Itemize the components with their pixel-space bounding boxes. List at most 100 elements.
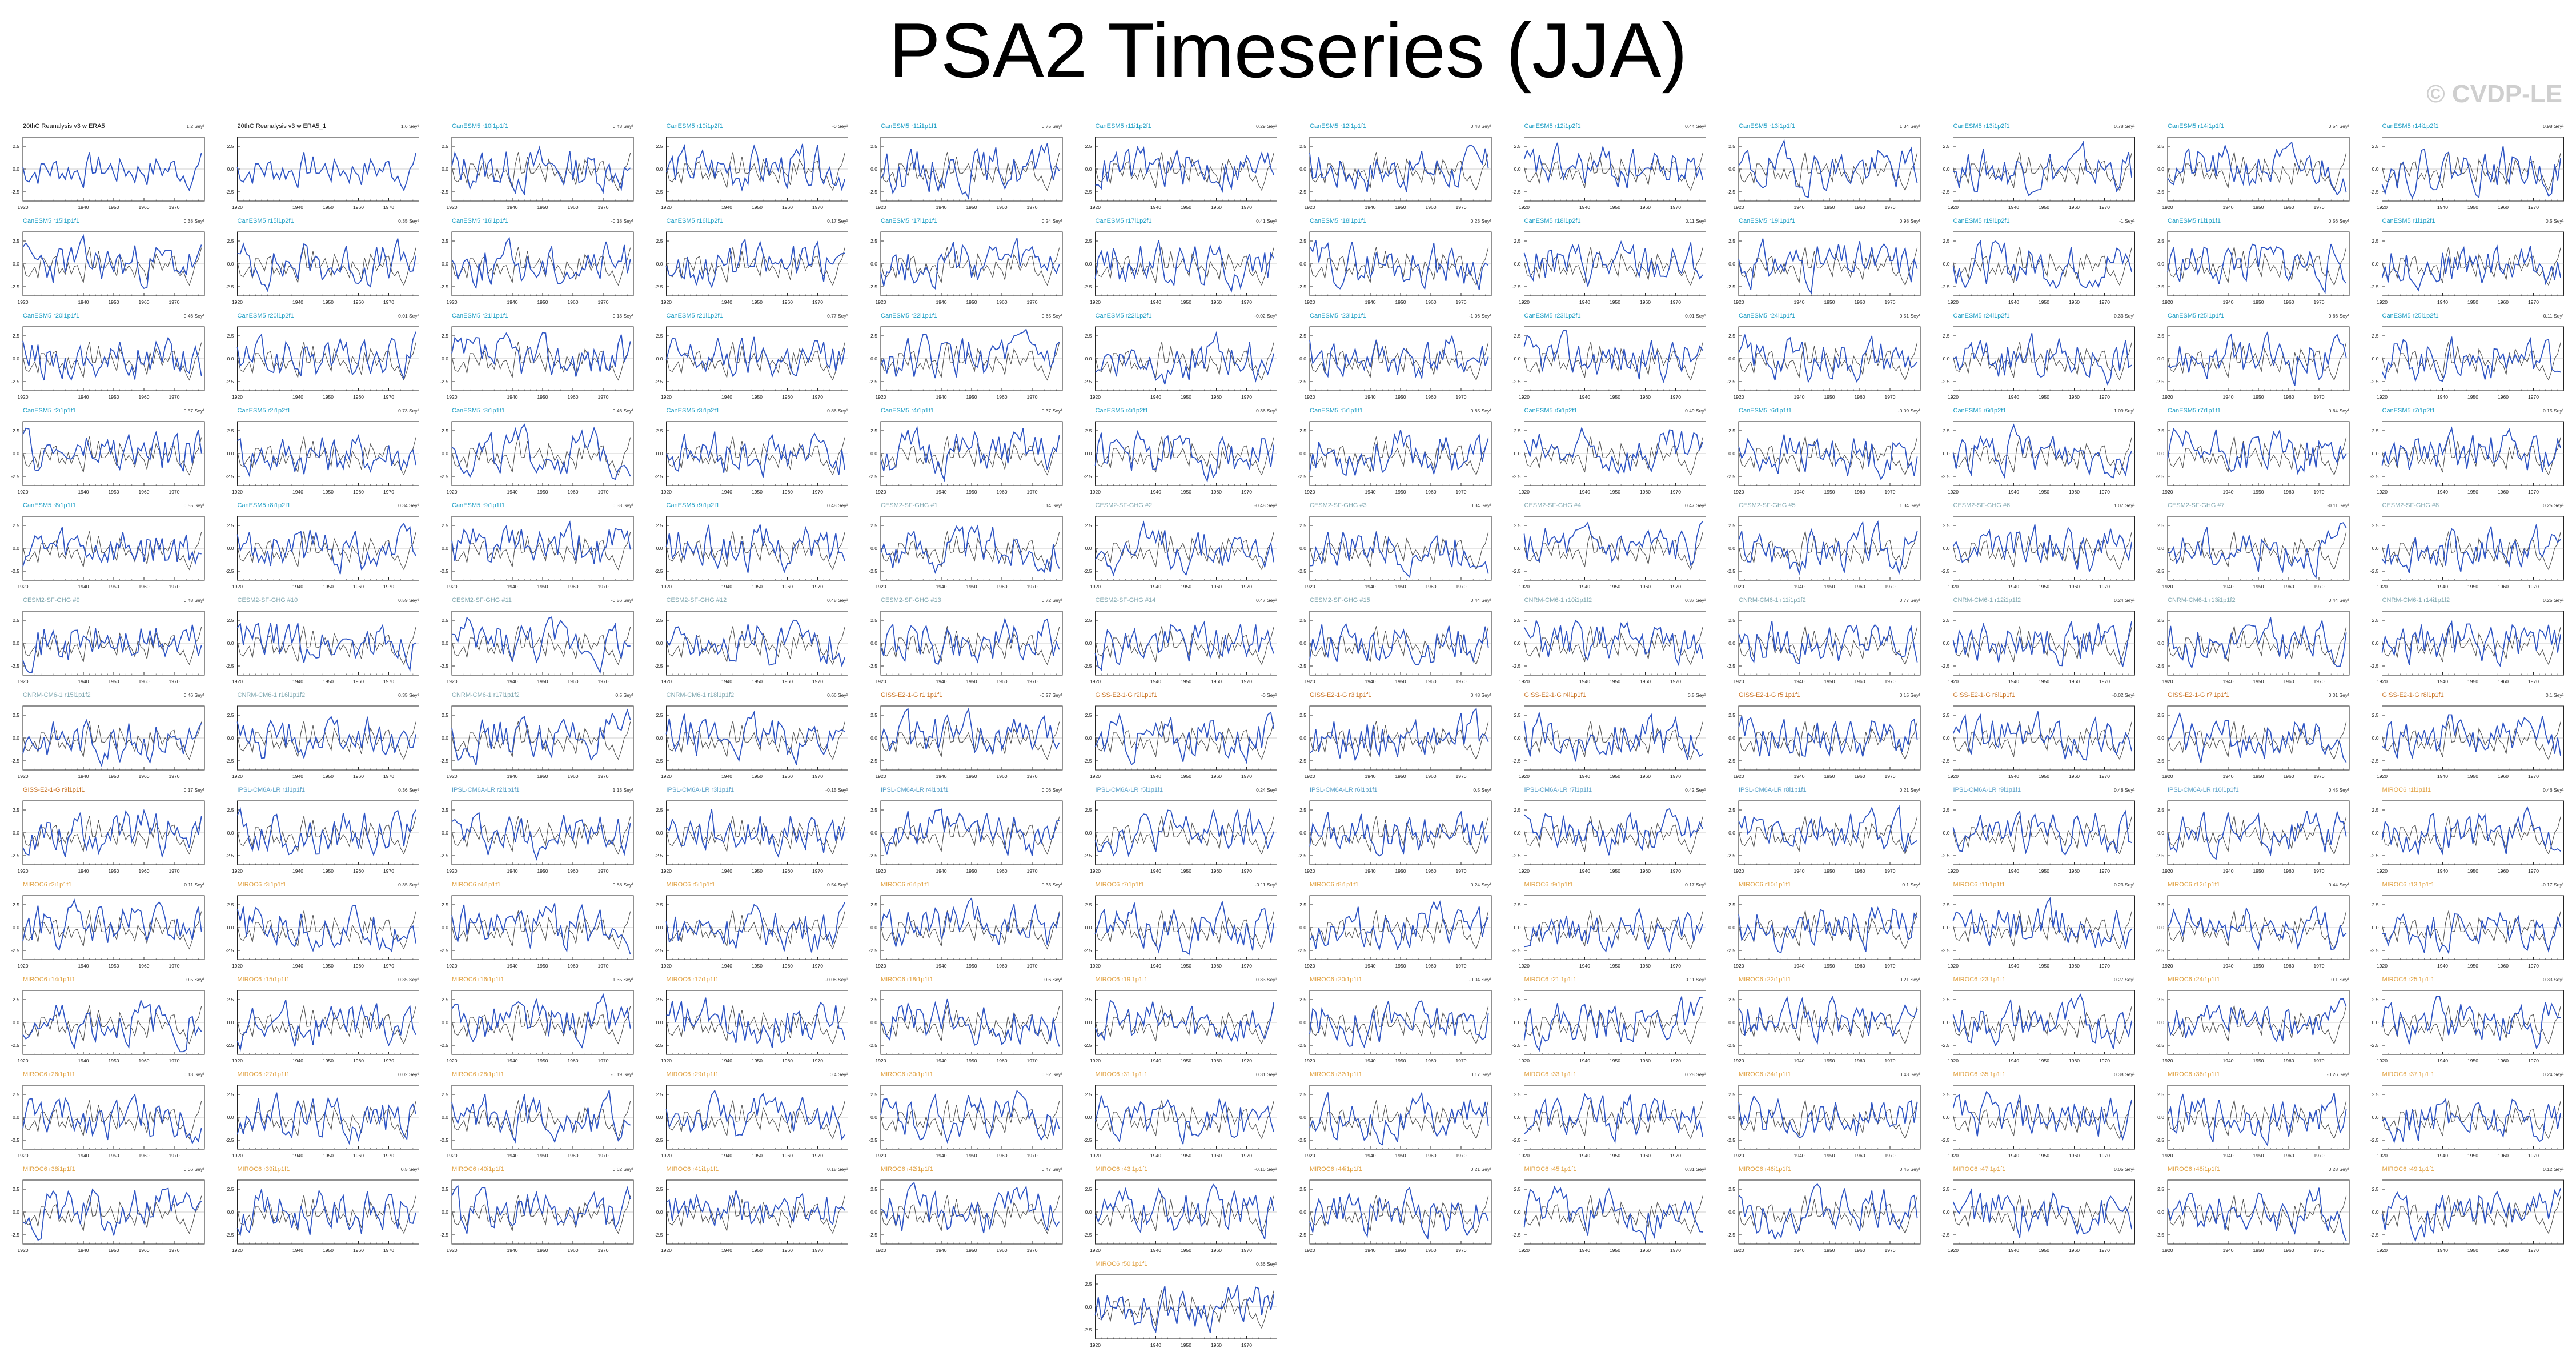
x-tick-label: 1940	[1150, 394, 1161, 400]
y-tick-label: 0.0	[2372, 451, 2379, 456]
x-tick-label: 1920	[876, 679, 886, 684]
y-tick-label: 2.5	[1728, 712, 1735, 718]
x-tick-label: 1950	[966, 204, 977, 210]
x-tick-label: 1950	[1395, 204, 1406, 210]
y-tick-label: 2.5	[2372, 333, 2379, 339]
model-series-line	[880, 328, 1060, 379]
panel-trend: 0.64 Sey¹	[2329, 408, 2350, 414]
x-tick-label: 1950	[1181, 679, 1191, 684]
model-series-line	[1309, 707, 1489, 762]
panel: CanESM5 r2i1p1f1 0.57 Sey¹ -2.5 0.0 2.5 1920 1…	[11, 407, 205, 495]
cvdp-watermark: © CVDP-LE	[2426, 80, 2562, 109]
panel: CanESM5 r25i1p2f1 0.11 Sey¹ -2.5 0.0 2.5 1920…	[2370, 312, 2564, 400]
y-tick-label: 2.5	[656, 807, 663, 813]
y-tick-label: -2.5	[1512, 474, 1521, 479]
panel-trend: -0.27 Sey¹	[1040, 692, 1062, 698]
panel: CNRM-CM6-1 r10i1p1f2 0.37 Sey¹ -2.5 0.0 2.5 1…	[1512, 597, 1706, 684]
x-tick-label: 1970	[1241, 394, 1252, 400]
panel-title: CanESM5 r7i1p2f1	[2382, 407, 2435, 414]
panel-title: CanESM5 r16i1p2f1	[667, 218, 723, 224]
observed-series-line	[22, 342, 202, 381]
x-tick-label: 1950	[1610, 584, 1620, 589]
y-tick-label: 2.5	[442, 143, 448, 149]
x-tick-label: 1970	[812, 489, 823, 495]
y-tick-label: -2.5	[440, 568, 448, 574]
observed-series-line	[451, 816, 631, 855]
y-tick-label: 0.0	[1514, 451, 1521, 456]
observed-series-line	[665, 342, 845, 381]
x-tick-label: 1960	[2284, 773, 2294, 779]
x-tick-label: 1970	[1456, 868, 1467, 874]
x-tick-label: 1920	[876, 868, 886, 874]
x-tick-label: 1960	[2498, 679, 2509, 684]
model-series-line	[236, 331, 417, 380]
x-tick-label: 1950	[537, 204, 548, 210]
panel: CNRM-CM6-1 r11i1p1f2 0.77 Sey¹ -2.5 0.0 2.5 1…	[1727, 597, 1921, 684]
panel-title: CNRM-CM6-1 r17i1p1f2	[452, 692, 520, 699]
panel-trend: 0.72 Sey¹	[1042, 597, 1063, 603]
panel-trend: 0.55 Sey¹	[184, 503, 205, 508]
x-tick-label: 1950	[966, 584, 977, 589]
x-tick-label: 1950	[1610, 299, 1620, 305]
panel-title: CESM2-SF-GHG #5	[1739, 502, 1796, 509]
y-tick-label: -2.5	[226, 284, 234, 290]
y-tick-label: -2.5	[2370, 663, 2379, 669]
panel: CanESM5 r25i1p1f1 0.66 Sey¹ -2.5 0.0 2.5 1920…	[2156, 312, 2350, 400]
x-tick-label: 1920	[2162, 489, 2173, 495]
x-tick-label: 1920	[1519, 584, 1530, 589]
observed-series-line	[1309, 626, 1489, 665]
model-series-line	[1738, 138, 1918, 198]
x-tick-label: 1970	[812, 584, 823, 589]
model-series-line	[22, 427, 202, 472]
observed-series-line	[451, 626, 631, 665]
x-tick-label: 1960	[1855, 773, 1865, 779]
panel: CanESM5 r6i1p1f1 -0.09 Sey¹ -2.5 0.0 2.5 1920…	[1727, 407, 1921, 495]
x-tick-label: 1970	[169, 773, 180, 779]
x-tick-label: 1960	[353, 584, 364, 589]
y-tick-label: -2.5	[226, 663, 234, 669]
x-tick-label: 1960	[782, 204, 793, 210]
x-tick-label: 1940	[1794, 489, 1805, 495]
y-tick-label: 2.5	[1514, 807, 1521, 813]
y-tick-label: 2.5	[13, 617, 19, 623]
panel: CanESM5 r12i1p2f1 0.44 Sey¹ -2.5 0.0 2.5 1920…	[1512, 123, 1706, 210]
x-tick-label: 1920	[447, 868, 458, 874]
y-tick-label: 2.5	[870, 807, 877, 813]
panel-title: CanESM5 r3i1p1f1	[452, 407, 505, 414]
panel-title: CanESM5 r17i1p1f1	[881, 218, 937, 224]
panel-trend: 1.6 Sey¹	[401, 123, 419, 129]
x-tick-label: 1970	[812, 773, 823, 779]
panel: CanESM5 r4i1p2f1 0.36 Sey¹ -2.5 0.0 2.5 1920 1…	[1084, 407, 1277, 495]
model-series-line	[451, 332, 631, 377]
panel-title: CanESM5 r23i1p2f1	[1524, 312, 1581, 319]
model-series-line	[1094, 331, 1275, 385]
y-tick-label: 2.5	[227, 617, 234, 623]
panel-trend: 0.43 Sey¹	[613, 123, 634, 129]
x-tick-label: 1970	[598, 204, 609, 210]
x-tick-label: 1940	[1579, 584, 1590, 589]
x-tick-label: 1950	[1824, 868, 1835, 874]
y-tick-label: 2.5	[656, 712, 663, 718]
x-tick-label: 1960	[1426, 584, 1437, 589]
panel: CanESM5 r13i1p1f1 1.34 Sey¹ -2.5 0.0 2.5 1920…	[1727, 123, 1921, 210]
panel-trend: 1.07 Sey¹	[2114, 503, 2135, 508]
observed-series-line	[2167, 721, 2347, 760]
y-tick-label: -2.5	[655, 284, 663, 290]
x-tick-label: 1940	[721, 584, 732, 589]
y-tick-label: 0.0	[1728, 166, 1735, 172]
x-tick-label: 1920	[1090, 489, 1101, 495]
y-tick-label: 0.0	[1943, 261, 1950, 267]
y-tick-label: -2.5	[1512, 189, 1521, 195]
x-tick-label: 1940	[292, 773, 303, 779]
x-tick-label: 1920	[2377, 204, 2388, 210]
y-tick-label: 2.5	[227, 143, 234, 149]
panel-title: CanESM5 r5i1p2f1	[1524, 407, 1578, 414]
x-tick-label: 1950	[2467, 204, 2478, 210]
panel-trend: 0.44 Sey¹	[1471, 597, 1492, 603]
y-tick-label: -2.5	[11, 758, 19, 764]
y-tick-label: 2.5	[2157, 617, 2164, 623]
y-tick-label: 2.5	[870, 523, 877, 528]
panel: GISS-E2-1-G r6i1p1f1 -0.02 Sey¹ -2.5 0.0 2.5…	[1941, 692, 2135, 779]
y-tick-label: 2.5	[1299, 428, 1306, 434]
panel-trend: 0.01 Sey¹	[2329, 692, 2350, 698]
